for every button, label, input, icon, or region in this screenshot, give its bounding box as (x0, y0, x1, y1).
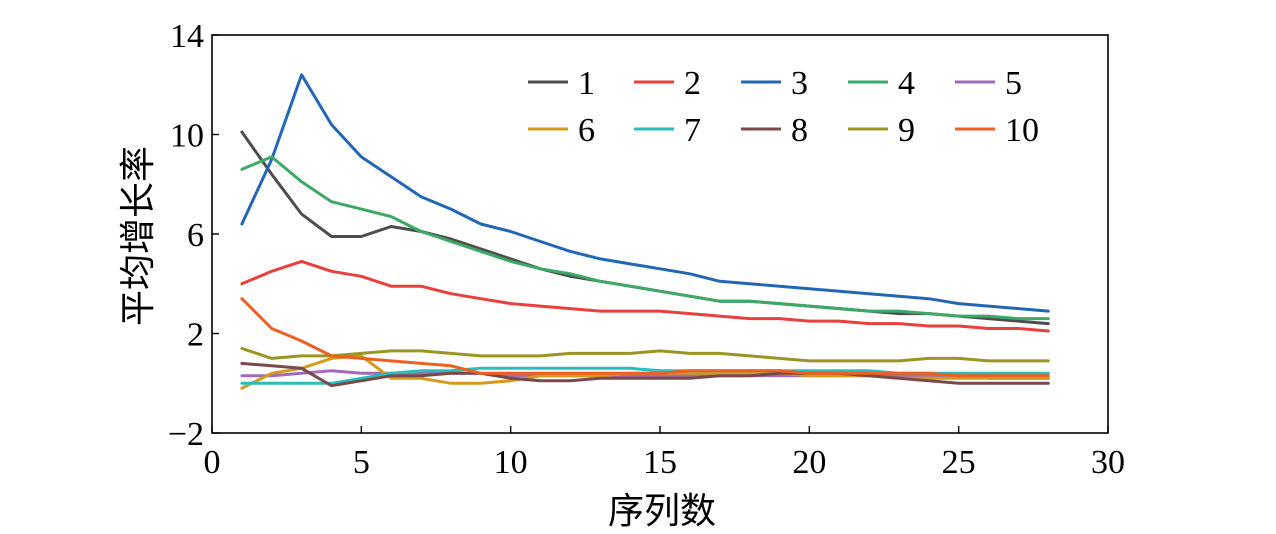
y-tick-label: 14 (170, 18, 204, 55)
x-tick-label: 10 (494, 444, 528, 481)
series-line-9 (240, 346, 1050, 363)
legend-label-3: 3 (791, 65, 808, 102)
legend-label-7: 7 (684, 112, 701, 149)
y-tick-label: 10 (170, 118, 204, 155)
y-tick-label: 2 (187, 317, 204, 354)
series-line-5 (240, 369, 1050, 380)
legend-label-9: 9 (898, 112, 915, 149)
legend-label-6: 6 (578, 112, 595, 149)
series-line-8 (240, 361, 1050, 388)
series-line-3 (240, 73, 1050, 313)
x-tick-label: 25 (942, 444, 976, 481)
x-tick-label: 15 (643, 444, 677, 481)
series-line-2 (240, 259, 1050, 333)
legend-label-1: 1 (578, 65, 595, 102)
series-line-1 (240, 130, 1050, 326)
y-axis-label: 平均增长率 (118, 146, 159, 326)
x-axis-label: 序列数 (608, 491, 716, 532)
series-line-4 (240, 155, 1050, 321)
y-tick-label: 6 (187, 217, 204, 254)
legend-label-8: 8 (791, 112, 808, 149)
legend-label-5: 5 (1005, 65, 1022, 102)
x-tick-label: 30 (1091, 444, 1125, 481)
series-line-10 (240, 297, 1050, 378)
x-tick-label: 20 (792, 444, 826, 481)
y-tick-label: −2 (168, 416, 204, 453)
x-tick-label: 0 (204, 444, 221, 481)
legend: 1 2 3 4 5 6 7 8 9 10 (528, 65, 1039, 149)
series-layer (240, 73, 1050, 390)
x-tick-label: 5 (353, 444, 370, 481)
legend-label-2: 2 (684, 65, 701, 102)
legend-label-10: 10 (1005, 112, 1039, 149)
legend-label-4: 4 (898, 65, 915, 102)
